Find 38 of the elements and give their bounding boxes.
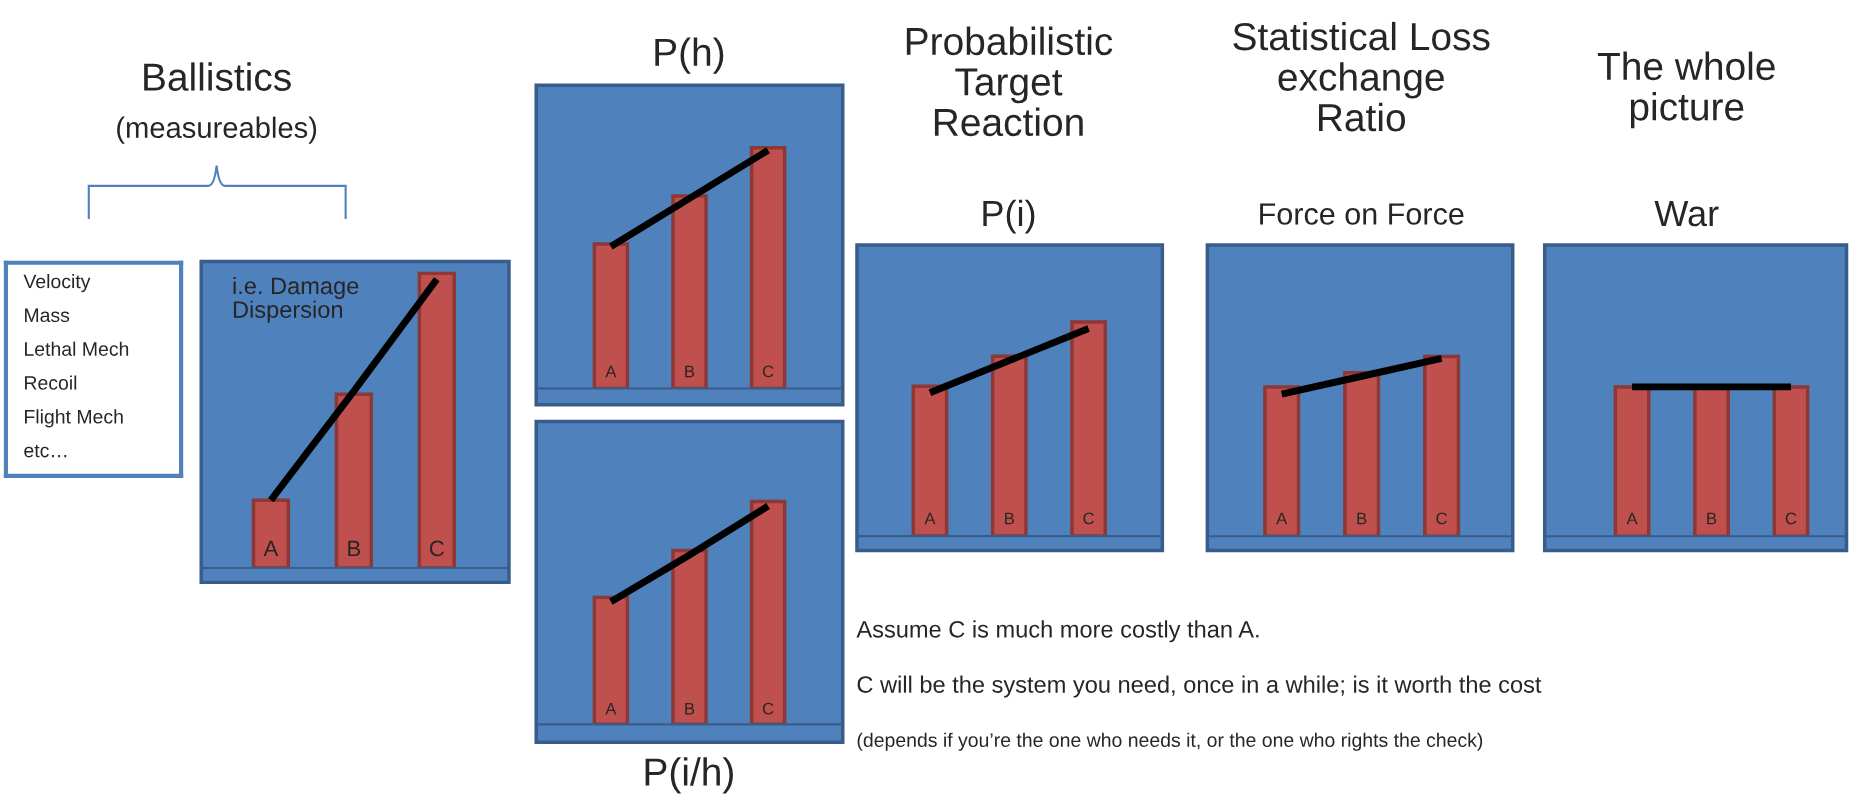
x-tick-label: B: [348, 540, 361, 557]
x-tick-label: C: [762, 365, 774, 378]
x-tick-label: B: [1357, 512, 1367, 525]
chart-subtitle: Force on Force: [1260, 203, 1464, 225]
text: Lethal Mech: [25, 341, 129, 356]
x-tick-label: B: [1707, 512, 1717, 525]
text: (depends if you’re the one who needs it, or the one who rights the check): [857, 732, 1483, 751]
x-tick-label: A: [605, 702, 617, 715]
x-tick-label: B: [685, 365, 695, 378]
text: etc…: [24, 444, 67, 458]
annotation: i.e. Damage Dispersion: [233, 276, 359, 323]
chart-title: P(h): [655, 37, 724, 74]
chart-subtitle: War: [1654, 201, 1719, 227]
text: Recoil: [25, 375, 77, 390]
x-tick-label: A: [1626, 512, 1638, 525]
x-tick-label: B: [685, 702, 695, 715]
chart-subtitle: (measureables): [117, 116, 317, 144]
x-tick-label: C: [762, 702, 774, 715]
chart-title: The whole picture: [1597, 51, 1775, 129]
chart-title: Probabilistic Target Reaction: [906, 26, 1113, 137]
text: C will be the system you need, once in a while; is it worth the cost: [857, 675, 1542, 698]
x-tick-label: A: [924, 512, 936, 525]
x-axis-title: P(i/h): [645, 757, 733, 794]
x-tick-label: A: [1276, 512, 1288, 525]
text: Velocity: [23, 274, 91, 293]
x-tick-label: C: [429, 540, 444, 557]
x-tick-label: C: [1785, 512, 1797, 525]
chart-subtitle: P(i): [983, 199, 1035, 234]
chart-title: Statistical Loss exchange Ratio: [1233, 21, 1490, 132]
text: Flight Mech: [25, 409, 123, 428]
chart-title: Ballistics: [144, 62, 291, 91]
x-tick-label: A: [605, 365, 617, 378]
text: Assume C is much more costly than A.: [856, 620, 1259, 643]
text: Mass: [25, 308, 70, 323]
x-tick-label: C: [1083, 512, 1094, 525]
x-tick-label: B: [1005, 512, 1014, 525]
x-tick-label: C: [1436, 512, 1447, 525]
x-tick-label: A: [263, 540, 279, 557]
